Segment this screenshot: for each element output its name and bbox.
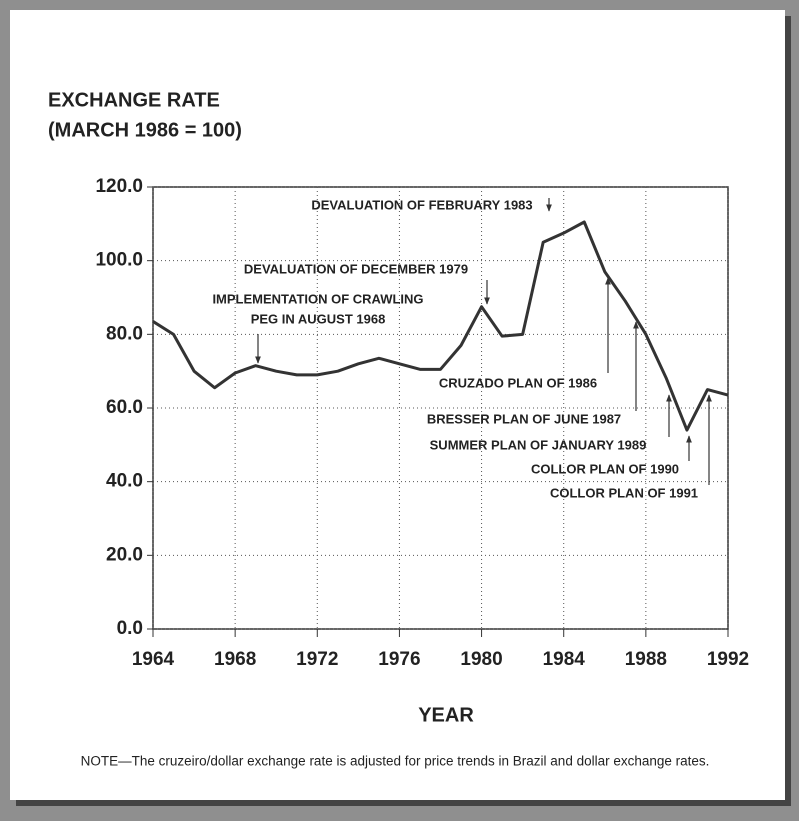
annotation: CRUZADO PLAN OF 1986 <box>439 375 597 390</box>
x-tick-label: 1972 <box>296 649 338 670</box>
x-tick-label: 1976 <box>378 649 420 670</box>
x-tick-label: 1984 <box>543 649 586 670</box>
panel <box>10 10 785 800</box>
x-axis-title: YEAR <box>418 704 474 726</box>
x-tick-label: 1992 <box>707 649 749 670</box>
y-tick-label: 40.0 <box>106 471 143 492</box>
y-tick-label: 80.0 <box>106 323 143 344</box>
note: NOTE—The cruzeiro/dollar exchange rate i… <box>81 754 710 769</box>
annotation: SUMMER PLAN OF JANUARY 1989 <box>430 437 647 452</box>
annotation: PEG IN AUGUST 1968 <box>251 311 386 326</box>
y-axis-title: EXCHANGE RATE <box>48 89 220 111</box>
y-axis-title: (MARCH 1986 = 100) <box>48 119 242 141</box>
data-line <box>152 220 729 432</box>
y-tick-label: 0.0 <box>117 618 143 639</box>
annotation: COLLOR PLAN OF 1990 <box>531 461 679 476</box>
x-tick-label: 1968 <box>214 649 256 670</box>
annotation: DEVALUATION OF DECEMBER 1979 <box>244 261 468 276</box>
x-tick-label: 1980 <box>460 649 502 670</box>
annotation: DEVALUATION OF FEBRUARY 1983 <box>311 197 532 212</box>
y-tick-label: 20.0 <box>106 544 143 565</box>
y-tick-label: 100.0 <box>95 250 143 271</box>
annotation: BRESSER PLAN OF JUNE 1987 <box>427 411 621 426</box>
annotation: COLLOR PLAN OF 1991 <box>550 485 698 500</box>
x-tick-label: 1988 <box>625 649 667 670</box>
annotation: IMPLEMENTATION OF CRAWLING <box>212 291 423 306</box>
x-tick-label: 1964 <box>132 649 175 670</box>
y-tick-label: 60.0 <box>106 397 143 418</box>
y-tick-label: 120.0 <box>95 176 143 197</box>
